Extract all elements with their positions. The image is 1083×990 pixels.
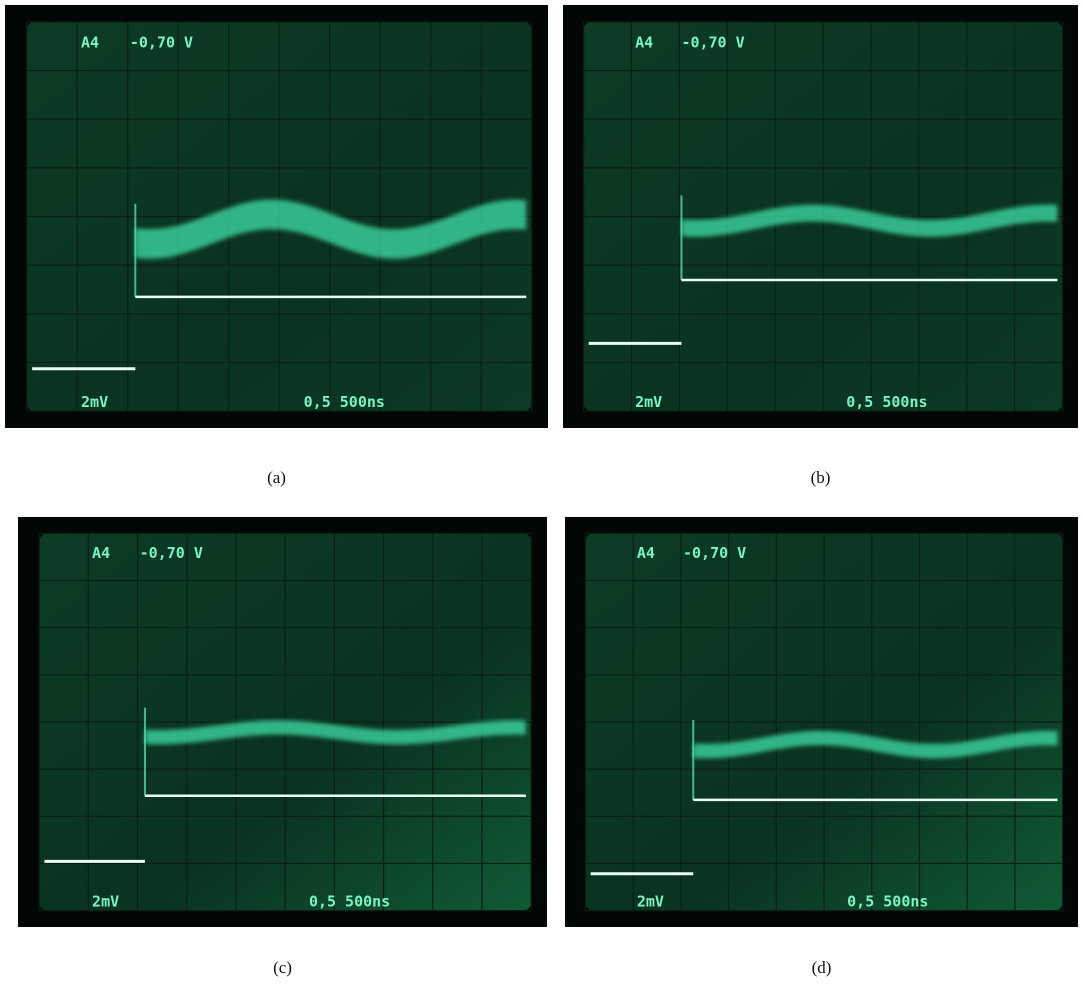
signal-band [144,720,526,745]
channel-label: A4 [635,33,653,51]
caption: (a) [267,468,286,487]
volts-div-label: 2mV [92,893,119,911]
scope-photo: A4 -0,70 V 2mV 0,5 500ns [5,5,548,428]
offset-label: -0,70 V [683,544,746,562]
channel-label: A4 [637,544,655,562]
volts-div-label: 2mV [81,393,108,411]
caption: (d) [811,958,832,977]
volts-div-label: 2mV [637,893,664,911]
channel-label: A4 [92,544,110,562]
time-div-label: 0,5 500ns [304,393,385,411]
signal-band [135,199,527,259]
caption: (c) [273,958,292,977]
scope-photo: A4 -0,70 V 2mV 0,5 500ns [563,5,1078,428]
signal-band [693,730,1058,759]
offset-label: -0,70 V [681,33,744,51]
offset-label: -0,70 V [140,544,203,562]
caption: (b) [810,468,831,487]
volts-div-label: 2mV [635,393,662,411]
offset-label: -0,70 V [130,33,193,51]
time-div-label: 0,5 500ns [847,893,928,911]
channel-label: A4 [81,33,99,51]
scope-photo: A4 -0,70 V 2mV 0,5 500ns [565,517,1078,927]
time-div-label: 0,5 500ns [846,393,927,411]
signal-band [681,204,1058,237]
time-div-label: 0,5 500ns [309,893,390,911]
scope-photo: A4 -0,70 V 2mV 0,5 500ns [18,517,547,927]
